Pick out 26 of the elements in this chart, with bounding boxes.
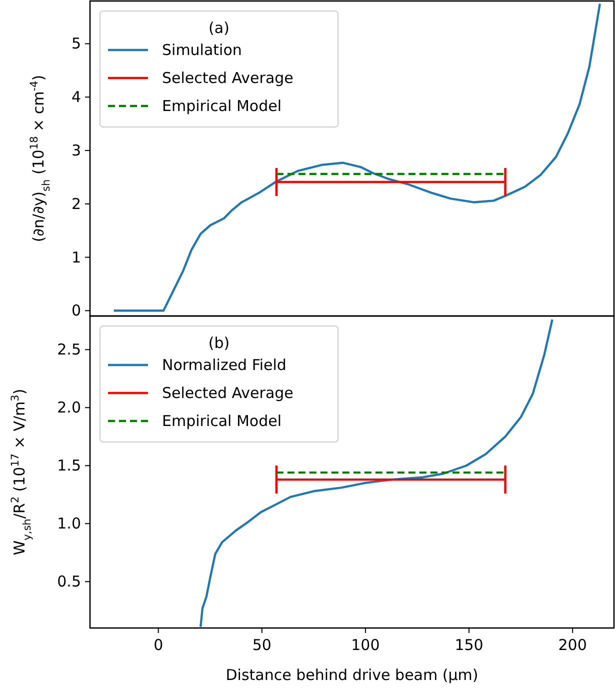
- y-tick-label: 3: [71, 141, 81, 160]
- y-tick-label: 1.0: [57, 514, 81, 533]
- legend-label: Selected Average: [162, 69, 294, 87]
- legend-title: (a): [208, 19, 230, 37]
- y-tick-label: 2: [71, 194, 81, 213]
- y-tick-label: 0.5: [57, 572, 81, 591]
- x-tick-label: 50: [252, 636, 272, 654]
- x-axis-title: Distance behind drive beam (μm): [226, 666, 478, 684]
- y-tick-label: 0: [71, 302, 81, 320]
- legend-title: (b): [208, 334, 230, 352]
- legend-label: Simulation: [162, 41, 242, 59]
- x-tick-label: 100: [351, 636, 380, 654]
- y-tick-label: 5: [71, 34, 81, 53]
- legend-label: Empirical Model: [162, 97, 282, 115]
- legend-label: Normalized Field: [162, 356, 286, 374]
- x-tick-label: 150: [454, 636, 484, 654]
- y-tick-label: 1: [71, 248, 81, 266]
- x-tick-label: 200: [558, 636, 587, 654]
- legend-label: Selected Average: [162, 384, 294, 402]
- y-tick-label: 2.0: [57, 398, 81, 417]
- x-tick-label: 0: [154, 636, 164, 654]
- y-tick-label: 4: [71, 88, 81, 106]
- line-series: [112, 2, 602, 312]
- y-tick-label: 2.5: [57, 340, 81, 359]
- y-tick-label: 1.5: [57, 456, 81, 475]
- legend-label: Empirical Model: [162, 412, 282, 430]
